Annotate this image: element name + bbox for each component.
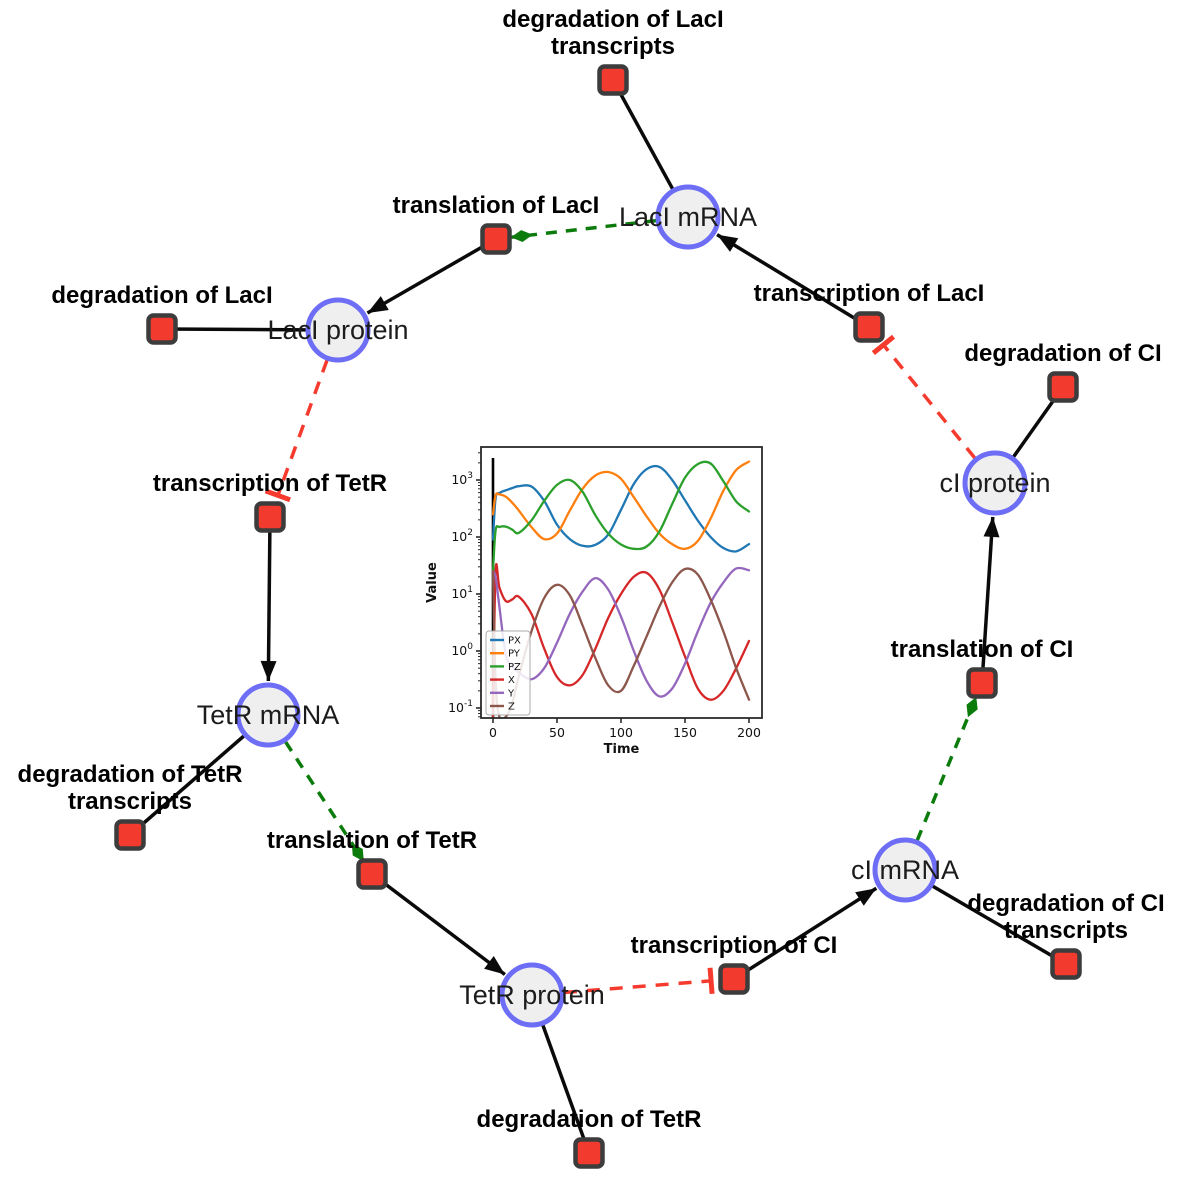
chart-series-PZ	[491, 460, 751, 573]
reaction-label-transl_ci: translation of CI	[891, 636, 1074, 663]
edge-product-transl_tetr-to-tetr_protein	[370, 872, 506, 976]
species-label-tetr_protein: TetR protein	[459, 980, 605, 1010]
edge-modifier-ci_mrna-to-transl_ci	[915, 696, 978, 842]
edge-product-transl_ci-to-ci_protein	[980, 516, 1000, 684]
reaction-label-deg_tetr_tx-line1: degradation of TetR	[18, 761, 243, 788]
legend-entry-X: X	[508, 675, 515, 686]
species-label-ci_protein: cI protein	[939, 468, 1050, 498]
reaction-label-deg_ci: degradation of CI	[964, 340, 1161, 367]
reaction-label-deg_ci_tx-line1: degradation of CI	[967, 890, 1164, 917]
chart-y-tick-label: 103	[451, 471, 473, 487]
reaction-node-deg_ci_tx[interactable]	[1050, 948, 1082, 980]
chart-y-tick-label: 101	[451, 585, 473, 601]
species-node-laci_mrna[interactable]	[655, 184, 721, 250]
chart-x-tick-label: 200	[737, 725, 761, 740]
legend-entry-Y: Y	[507, 688, 515, 699]
chart-series-PX	[491, 464, 751, 553]
reaction-label-deg_tetr: degradation of TetR	[477, 1106, 702, 1133]
edge-product-txn_ci-to-ci_mrna	[733, 886, 878, 981]
reaction-label-deg_laci: degradation of LacI	[51, 282, 272, 309]
chart-x-axis-label: Time	[604, 742, 640, 757]
reaction-label-transl_tetr: translation of TetR	[267, 827, 477, 854]
reaction-label-txn_laci: transcription of LacI	[754, 280, 985, 307]
chart-x-tick-label: 0	[489, 725, 497, 740]
edge-plain-laci_mrna-to-deg_laci_tx	[611, 79, 675, 190]
edge-modifier-laci_mrna-to-transl_laci	[510, 218, 657, 243]
species-node-ci_protein[interactable]	[962, 450, 1028, 516]
reaction-node-txn_tetr[interactable]	[254, 501, 286, 533]
species-node-laci_protein[interactable]	[305, 297, 371, 363]
reaction-node-deg_laci[interactable]	[146, 313, 178, 345]
reaction-node-deg_tetr[interactable]	[573, 1137, 605, 1169]
legend-entry-PZ: PZ	[508, 662, 521, 673]
species-node-tetr_protein[interactable]	[499, 962, 565, 1028]
chart-y-tick-label: 10-1	[448, 699, 473, 715]
reaction-node-transl_laci[interactable]	[480, 223, 512, 255]
species-node-ci_mrna[interactable]	[872, 837, 938, 903]
reaction-node-deg_ci[interactable]	[1047, 371, 1079, 403]
chart-y-tick-label: 100	[451, 642, 473, 658]
reaction-node-txn_ci[interactable]	[718, 963, 750, 995]
chart-x-tick-label: 100	[609, 725, 633, 740]
edge-product-txn_tetr-to-tetr_mrna	[260, 516, 277, 682]
chart-legend: PX PY PZ XYZ	[485, 630, 531, 716]
chart-series-X	[491, 562, 751, 718]
reaction-label-txn_ci: transcription of CI	[631, 932, 838, 959]
species-label-ci_mrna: cI mRNA	[851, 855, 959, 885]
reaction-node-txn_laci[interactable]	[853, 311, 885, 343]
edge-product-txn_laci-to-laci_mrna	[716, 233, 870, 329]
labels-layer: LacI mRNA LacI protein TetR mRNA TetR prote…	[18, 6, 1165, 1133]
reaction-node-transl_ci[interactable]	[966, 667, 998, 699]
reaction-label-deg_tetr_tx-line2: transcripts	[68, 788, 192, 815]
edge-plain-tetr_protein-to-deg_tetr	[541, 1024, 591, 1154]
reaction-label-txn_tetr: transcription of TetR	[153, 470, 387, 497]
edge-inhibition-laci_protein-to-txn_tetr	[264, 359, 329, 503]
edges-layer	[128, 79, 1067, 1154]
edge-product-transl_laci-to-laci_protein	[366, 237, 497, 315]
reaction-node-deg_laci_tx[interactable]	[597, 64, 629, 96]
nodes-layer	[114, 64, 1082, 1169]
chart-y-tick-label: 102	[451, 528, 473, 544]
species-label-laci_mrna: LacI mRNA	[619, 202, 757, 232]
chart-x-tick-label: 150	[673, 725, 697, 740]
reaction-label-transl_laci: translation of LacI	[393, 192, 600, 219]
edge-inhibition-tetr_protein-to-txn_ci	[563, 967, 715, 995]
reaction-label-deg_ci_tx-line2: transcripts	[1004, 917, 1128, 944]
edge-plain-ci_mrna-to-deg_ci_tx	[931, 884, 1067, 966]
edge-modifier-tetr_mrna-to-transl_tetr	[284, 740, 366, 863]
reaction-label-deg_laci_tx-line2: transcripts	[551, 33, 675, 60]
species-label-tetr_mrna: TetR mRNA	[197, 700, 340, 730]
edge-inhibition-ci_protein-to-txn_laci	[871, 334, 977, 460]
edge-plain-laci_protein-to-deg_laci	[161, 327, 307, 332]
species-label-laci_protein: LacI protein	[267, 315, 408, 345]
reaction-node-deg_tetr_tx[interactable]	[114, 819, 146, 851]
chart-series-PY	[491, 460, 751, 551]
reaction-node-transl_tetr[interactable]	[356, 858, 388, 890]
edge-plain-tetr_mrna-to-deg_tetr_tx	[128, 734, 246, 837]
legend-entry-PY: PY	[508, 649, 521, 660]
chart-y-axis-label: Value	[425, 562, 440, 603]
chart-x-tick-label: 50	[549, 725, 565, 740]
legend-entry-Z: Z	[508, 702, 515, 713]
legend-entry-PX: PX	[508, 636, 521, 647]
species-node-tetr_mrna[interactable]	[235, 682, 301, 748]
reaction-label-deg_laci_tx-line1: degradation of LacI	[502, 6, 723, 33]
